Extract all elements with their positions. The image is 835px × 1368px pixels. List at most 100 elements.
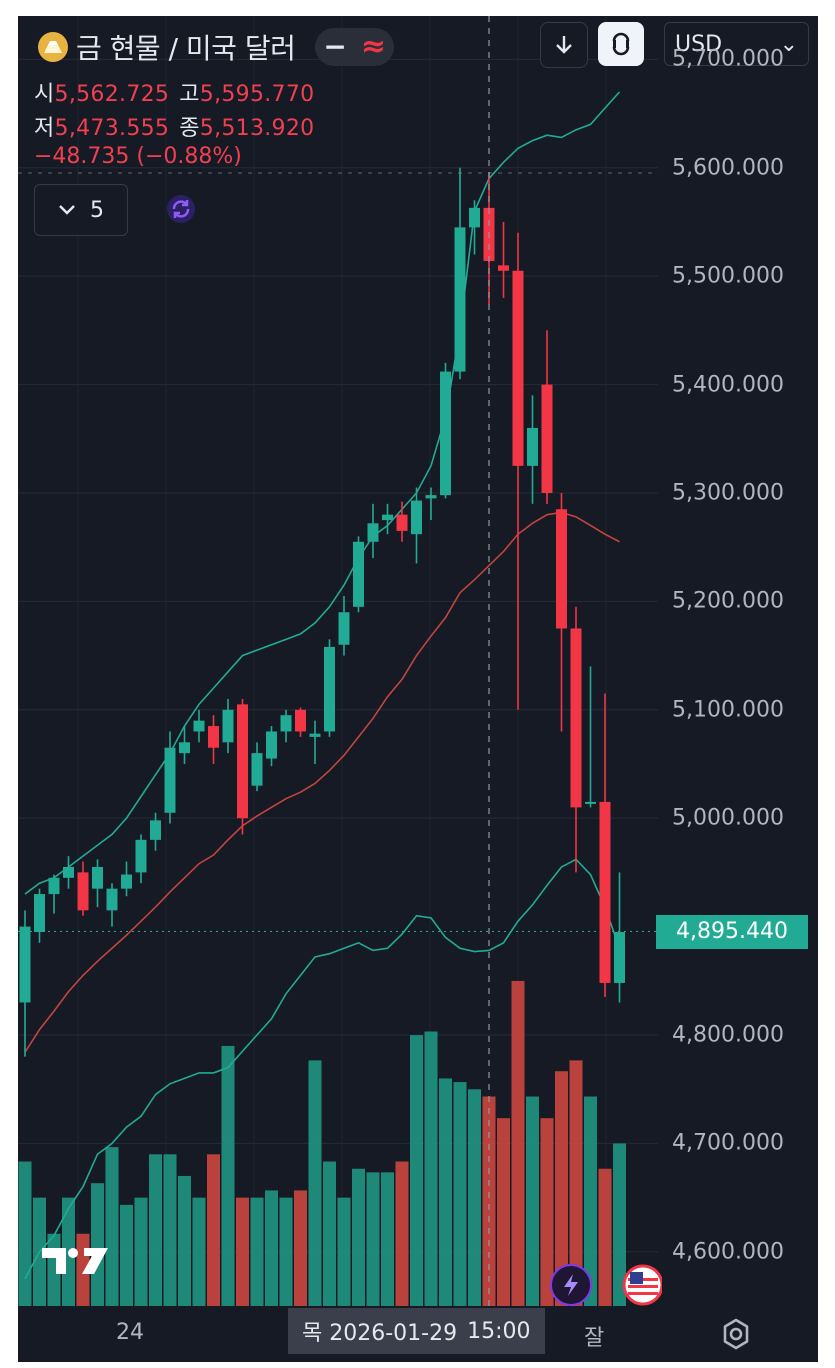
open-value: 5,562.725 bbox=[54, 82, 170, 107]
minus-icon[interactable]: − bbox=[323, 30, 347, 63]
low-label: 저 bbox=[34, 116, 55, 141]
currency-value: USD bbox=[675, 31, 723, 57]
price-tick: 5,700.000 bbox=[672, 46, 784, 72]
volume-bar bbox=[163, 1154, 177, 1306]
volume-bar bbox=[323, 1161, 336, 1306]
open-label: 시 bbox=[34, 82, 55, 107]
gold-coin-icon bbox=[38, 32, 68, 62]
download-button[interactable] bbox=[540, 22, 588, 68]
candle-body bbox=[338, 612, 350, 645]
volume-bar bbox=[511, 980, 525, 1306]
ohlc-row-2: 저5,473.555 종5,513.920 bbox=[34, 110, 314, 142]
candle-body bbox=[92, 866, 103, 889]
compare-icon bbox=[612, 32, 630, 56]
volume-bar bbox=[120, 1204, 133, 1306]
candle-body bbox=[556, 509, 567, 629]
chevron-down-icon bbox=[59, 205, 75, 215]
volume-bar bbox=[410, 1035, 423, 1306]
candle-body bbox=[150, 820, 161, 840]
candle-body bbox=[121, 874, 132, 889]
bollinger-upper-line bbox=[24, 91, 621, 895]
volume-bar bbox=[366, 1172, 380, 1306]
candle-body bbox=[179, 742, 190, 754]
candle-body bbox=[599, 801, 611, 983]
us-flag-icon[interactable] bbox=[622, 1264, 662, 1306]
time-tick: 잘 bbox=[584, 1326, 604, 1351]
price-tick: 4,700.000 bbox=[672, 1130, 784, 1156]
candle-body bbox=[237, 704, 248, 819]
candle-body bbox=[19, 926, 31, 1003]
candle-body bbox=[266, 731, 277, 759]
candle-body bbox=[222, 709, 234, 743]
volume-bar bbox=[192, 1197, 206, 1306]
volume-bar bbox=[352, 1168, 365, 1306]
candle-body bbox=[34, 894, 45, 933]
volume-bar bbox=[91, 1183, 104, 1306]
close-value: 5,513.920 bbox=[199, 116, 315, 141]
volume-bar bbox=[526, 1096, 539, 1306]
close-label: 종 bbox=[179, 116, 200, 141]
candle-body bbox=[324, 646, 335, 732]
candle-body bbox=[411, 500, 422, 535]
price-tick: 5,300.000 bbox=[672, 480, 784, 506]
low-value: 5,473.555 bbox=[54, 116, 170, 141]
volume-bar bbox=[134, 1197, 148, 1306]
high-label: 고 bbox=[179, 82, 200, 107]
candle-body bbox=[570, 628, 582, 808]
volume-bar bbox=[236, 1197, 249, 1306]
candle-body bbox=[251, 753, 263, 786]
candle-body bbox=[498, 265, 509, 271]
price-tick: 5,500.000 bbox=[672, 263, 784, 289]
candle-body bbox=[208, 726, 219, 748]
volume-bar bbox=[337, 1197, 351, 1306]
time-axis[interactable]: 24 목 2026-01-29 15:00 잘 bbox=[18, 1308, 818, 1362]
volume-bar bbox=[598, 1168, 612, 1306]
volume-bar bbox=[497, 1118, 510, 1306]
price-axis[interactable]: 5,700.000 5,600.000 5,500.000 5,400.000 5,30… bbox=[658, 16, 818, 1306]
price-tick: 5,000.000 bbox=[672, 805, 784, 831]
volume-bar bbox=[424, 1031, 438, 1306]
candle-body bbox=[48, 877, 60, 895]
bolt-icon[interactable] bbox=[550, 1264, 592, 1306]
cursor-date: 목 2026-01-29 bbox=[302, 1321, 458, 1346]
volume-bar bbox=[482, 1096, 496, 1306]
volume-bar bbox=[149, 1154, 162, 1306]
currency-select[interactable]: USD ⌄ bbox=[664, 22, 809, 66]
gear-icon[interactable] bbox=[718, 1316, 754, 1352]
indicator-count: 5 bbox=[90, 197, 104, 223]
candle-body bbox=[382, 514, 393, 521]
candle-body bbox=[106, 888, 118, 911]
price-tick: 5,400.000 bbox=[672, 372, 784, 398]
ohlc-row-1: 시5,562.725 고5,595.770 bbox=[34, 76, 314, 108]
volume-bar bbox=[178, 1175, 191, 1306]
compare-button[interactable] bbox=[598, 22, 644, 66]
chevron-down-icon: ⌄ bbox=[779, 31, 798, 57]
candle-body bbox=[367, 523, 379, 542]
candle-body bbox=[440, 371, 451, 496]
volume-bar bbox=[395, 1161, 409, 1306]
price-change: −48.735 (−0.88%) bbox=[34, 144, 242, 169]
candle-body bbox=[585, 801, 596, 804]
sync-icon[interactable] bbox=[166, 194, 196, 224]
current-price-tag: 4,895.440 bbox=[656, 914, 808, 949]
volume-bar bbox=[18, 1161, 32, 1306]
candle-body bbox=[454, 227, 466, 372]
volume-bar bbox=[250, 1197, 264, 1306]
tradingview-logo-icon bbox=[42, 1248, 108, 1274]
candle-body bbox=[396, 514, 408, 531]
chart-mode-pill[interactable]: − ≈ bbox=[315, 28, 394, 66]
moving-average-line bbox=[24, 511, 620, 1053]
volume-bar bbox=[555, 1071, 568, 1306]
candle-body bbox=[280, 715, 292, 732]
candle-body bbox=[614, 932, 625, 983]
candle-body bbox=[309, 733, 321, 737]
candle-body bbox=[425, 495, 437, 499]
volume-bar bbox=[279, 1197, 293, 1306]
indicators-toggle[interactable]: 5 bbox=[34, 184, 128, 236]
volume-bar bbox=[381, 1172, 394, 1306]
volume-bar bbox=[265, 1190, 278, 1306]
time-tick: 24 bbox=[116, 1320, 144, 1345]
candle-body bbox=[164, 747, 176, 813]
symbol-header[interactable]: 금 현물 / 미국 달러 − ≈ bbox=[38, 26, 394, 68]
approx-icon[interactable]: ≈ bbox=[360, 29, 386, 64]
